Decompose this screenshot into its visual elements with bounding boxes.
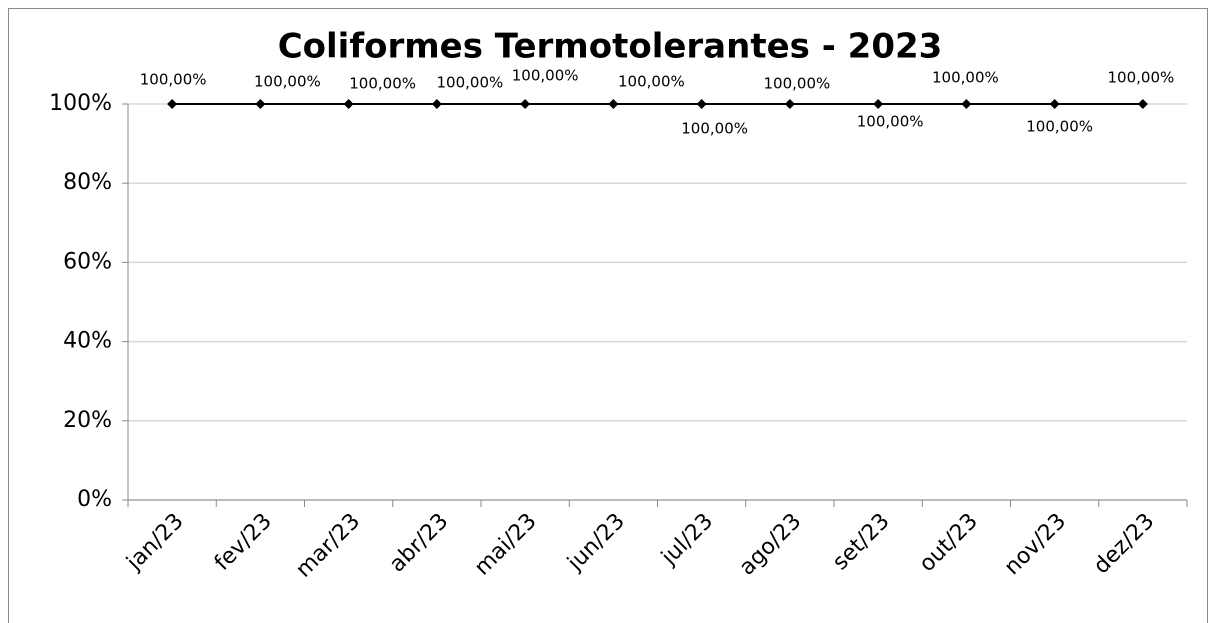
data-label: 100,00%	[1108, 69, 1175, 87]
data-label: 100,00%	[1026, 118, 1093, 136]
y-tick-label: 40%	[63, 329, 112, 354]
data-point	[873, 99, 884, 109]
y-tick-label: 100%	[49, 91, 112, 116]
data-point	[784, 99, 795, 109]
data-point	[1137, 99, 1148, 109]
data-label: 100,00%	[932, 69, 999, 87]
data-label: 100,00%	[618, 73, 685, 91]
data-point	[961, 99, 972, 109]
data-point	[167, 99, 178, 109]
y-tick-label: 80%	[63, 170, 112, 195]
data-label: 100,00%	[512, 67, 579, 85]
data-point	[431, 99, 442, 109]
data-label: 100,00%	[681, 120, 748, 138]
data-label: 100,00%	[140, 71, 207, 89]
data-label: 100,00%	[254, 73, 321, 91]
chart-border	[8, 8, 1208, 623]
data-label: 100,00%	[857, 113, 924, 131]
data-label: 100,00%	[349, 75, 416, 93]
y-tick-label: 60%	[63, 249, 112, 274]
y-tick-label: 20%	[63, 408, 112, 433]
data-point	[255, 99, 266, 109]
data-point	[343, 99, 354, 109]
data-label: 100,00%	[764, 75, 831, 93]
data-point	[608, 99, 619, 109]
data-point	[1049, 99, 1060, 109]
data-point	[696, 99, 707, 109]
data-point	[520, 99, 531, 109]
chart-title: Coliformes Termotolerantes - 2023	[278, 27, 943, 67]
data-label: 100,00%	[437, 74, 504, 92]
y-tick-label: 0%	[77, 487, 112, 512]
